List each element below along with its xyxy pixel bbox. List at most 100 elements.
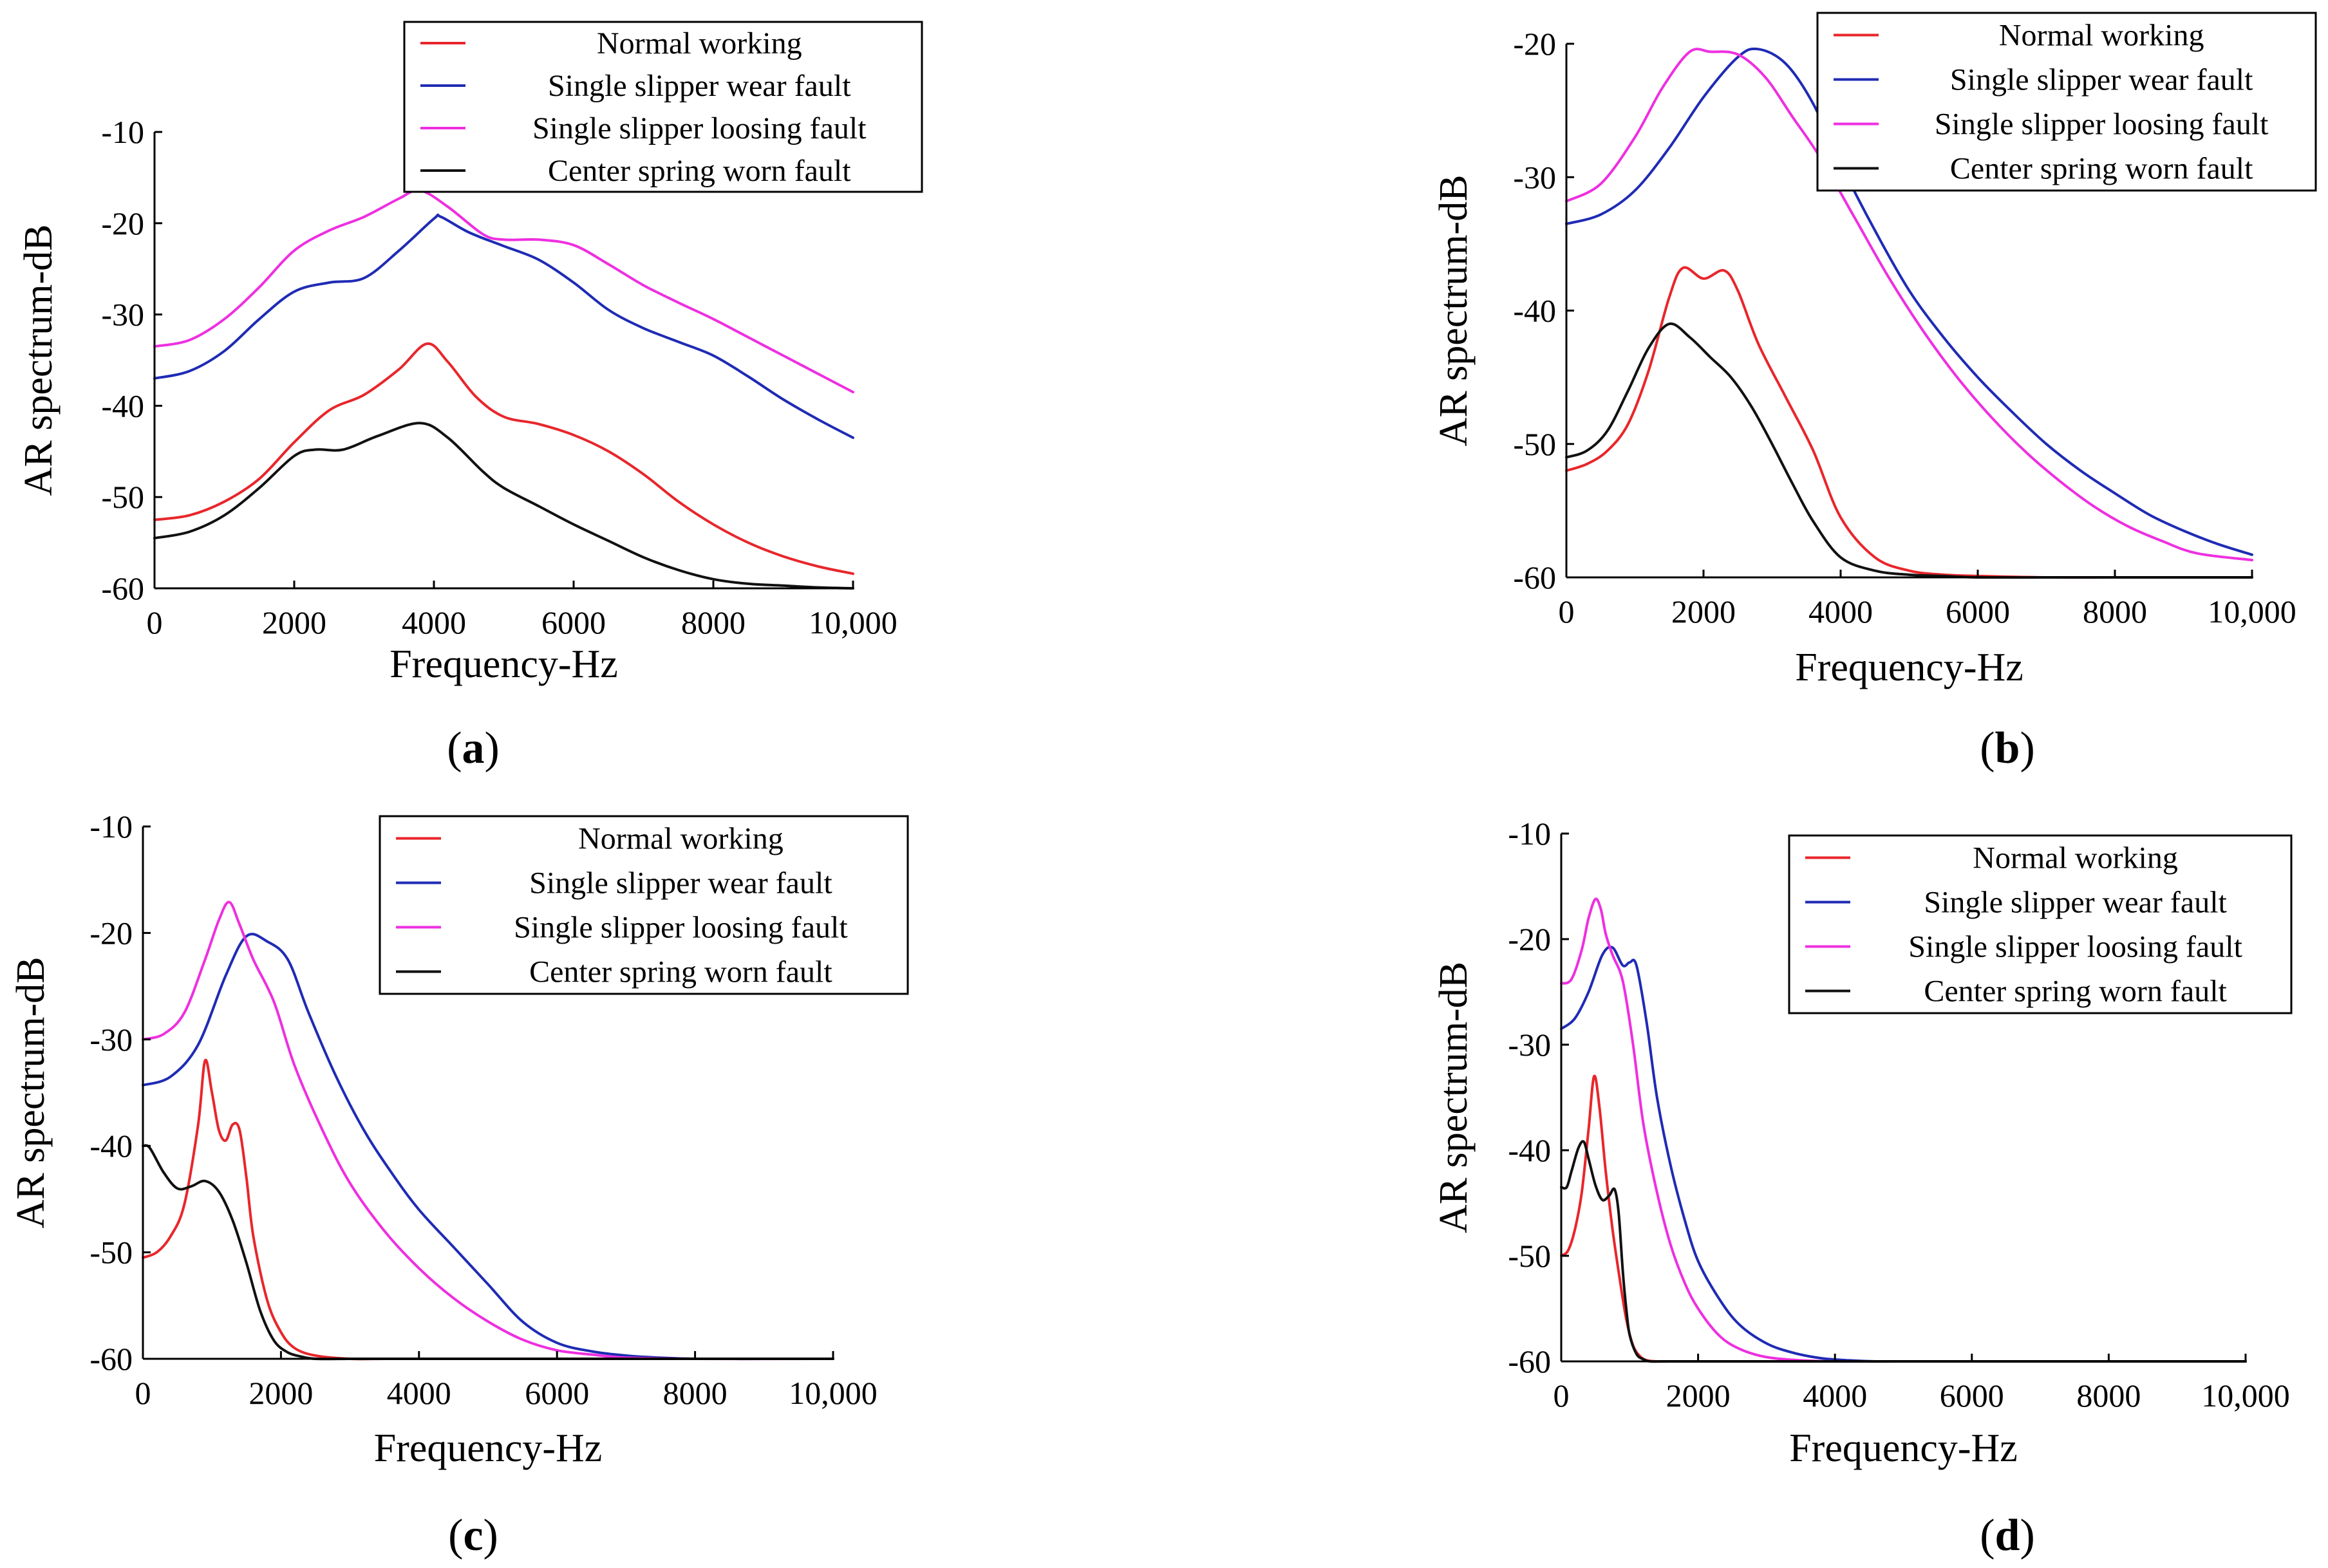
chart-a-legend: Normal working Single slipper wear fault S… bbox=[403, 21, 923, 193]
chart-b-y-tick-label: -20 bbox=[1513, 26, 1556, 62]
chart-a-y-tick-label: -30 bbox=[101, 297, 144, 333]
chart-d-y-axis-label: AR spectrum-dB bbox=[1432, 962, 1476, 1233]
chart-a-legend-box bbox=[403, 21, 923, 193]
chart-b-x-tick-label: 6000 bbox=[1946, 593, 2010, 630]
chart-b-x-tick-label: 2000 bbox=[1671, 593, 1736, 630]
chart-c-y-tick-label: -60 bbox=[89, 1341, 133, 1377]
chart-c-panel-label: (c) bbox=[448, 1511, 498, 1560]
chart-a-legend-label-0: Normal working bbox=[597, 26, 802, 61]
chart-d-y-tick-label: -20 bbox=[1508, 921, 1551, 957]
chart-b-series-line-1 bbox=[1565, 47, 2253, 556]
chart-c-x-tick-label: 8000 bbox=[663, 1375, 727, 1411]
chart-c-y-tick-label: -10 bbox=[89, 808, 133, 845]
chart-d-axes: -60 -50 -40 -30 -20 -10 0 2000 4000 6000 8000 10,00… bbox=[1432, 816, 2290, 1470]
chart-a-panel-label: (a) bbox=[447, 723, 500, 773]
chart-c-x-tick-label: 10,000 bbox=[789, 1375, 878, 1411]
chart-a-y-tick-label: -20 bbox=[101, 205, 144, 241]
chart-c-x-tick-label: 6000 bbox=[525, 1375, 589, 1411]
chart-a-x-axis-label: Frequency-Hz bbox=[390, 642, 618, 686]
chart-d-legend-label-2: Single slipper loosing fault bbox=[1908, 930, 2242, 964]
chart-c-y-tick-label: -20 bbox=[89, 915, 133, 951]
chart-d-x-tick-label: 2000 bbox=[1666, 1377, 1731, 1414]
chart-d-legend-label-1: Single slipper wear fault bbox=[1924, 886, 2227, 920]
chart-a: -60 -50 -40 -30 -20 -10 0 2000 4000 6000 8000 10,00… bbox=[17, 21, 923, 773]
chart-c-y-tick-label: -40 bbox=[89, 1128, 133, 1164]
chart-c-legend-label-0: Normal working bbox=[578, 822, 784, 856]
chart-c-x-tick-label: 4000 bbox=[387, 1375, 451, 1411]
chart-d-series-line-3 bbox=[1560, 1140, 2247, 1363]
chart-d-legend-label-0: Normal working bbox=[1973, 841, 2178, 875]
chart-d-y-tick-label: -50 bbox=[1508, 1238, 1551, 1274]
chart-a-legend-label-2: Single slipper loosing fault bbox=[532, 111, 867, 145]
chart-c-x-tick-label: 2000 bbox=[249, 1375, 313, 1411]
chart-d-y-tick-label: -30 bbox=[1508, 1027, 1551, 1063]
chart-b-series-line-0 bbox=[1565, 266, 2253, 579]
chart-a-x-tick-label: 6000 bbox=[541, 604, 606, 640]
chart-a-legend-label-3: Center spring worn fault bbox=[548, 154, 851, 188]
chart-d-y-tick-label: -60 bbox=[1508, 1343, 1551, 1379]
chart-d: -60 -50 -40 -30 -20 -10 0 2000 4000 6000 8000 10,00… bbox=[1432, 816, 2293, 1560]
chart-b-axes: -60 -50 -40 -30 -20 0 2000 4000 6000 8000 10,000 Fr… bbox=[1432, 26, 2296, 689]
chart-a-x-tick-label: 8000 bbox=[681, 604, 746, 640]
chart-a-y-tick-label: -50 bbox=[101, 479, 144, 515]
chart-b-x-axis-label: Frequency-Hz bbox=[1795, 646, 2023, 689]
chart-c-y-axis-label: AR spectrum-dB bbox=[9, 957, 53, 1229]
chart-b-panel-label: (b) bbox=[1980, 723, 2035, 773]
chart-b-y-tick-label: -50 bbox=[1513, 426, 1556, 462]
chart-a-series-line-1 bbox=[153, 213, 854, 439]
chart-d-x-tick-label: 0 bbox=[1554, 1377, 1570, 1414]
chart-b-legend-box bbox=[1816, 12, 2317, 192]
chart-d-x-tick-label: 4000 bbox=[1803, 1377, 1867, 1414]
chart-a-y-tick-label: -60 bbox=[101, 570, 144, 606]
chart-a-series-group bbox=[153, 189, 854, 590]
chart-a-series-line-3 bbox=[153, 422, 854, 590]
chart-a-y-tick-label: -10 bbox=[101, 114, 144, 150]
chart-d-legend-label-3: Center spring worn fault bbox=[1924, 975, 2227, 1009]
chart-c-x-tick-label: 0 bbox=[135, 1375, 151, 1411]
chart-b-x-tick-label: 4000 bbox=[1808, 593, 1873, 630]
chart-c-legend-label-3: Center spring worn fault bbox=[529, 955, 832, 989]
chart-a-legend-label-1: Single slipper wear fault bbox=[548, 69, 851, 103]
chart-a-y-tick-label: -40 bbox=[101, 387, 144, 424]
chart-d-y-tick-label: -10 bbox=[1508, 816, 1551, 852]
chart-d-x-axis-label: Frequency-Hz bbox=[1789, 1426, 2018, 1470]
chart-c-y-tick-label: -30 bbox=[89, 1022, 133, 1058]
chart-b-x-tick-label: 10,000 bbox=[2208, 593, 2296, 630]
chart-c-series-line-0 bbox=[142, 1058, 834, 1361]
chart-b-y-tick-label: -60 bbox=[1513, 559, 1556, 595]
chart-a-axes: -60 -50 -40 -30 -20 -10 0 2000 4000 6000 8000 10,00… bbox=[17, 114, 897, 686]
chart-c-x-axis-label: Frequency-Hz bbox=[374, 1426, 603, 1470]
chart-b: -60 -50 -40 -30 -20 0 2000 4000 6000 8000 10,000 Fr… bbox=[1432, 12, 2317, 773]
chart-b-x-tick-label: 0 bbox=[1559, 593, 1575, 630]
chart-c: -60 -50 -40 -30 -20 -10 0 2000 4000 6000 8000 10,00… bbox=[9, 808, 909, 1560]
chart-a-x-tick-label: 10,000 bbox=[809, 604, 897, 640]
chart-b-series-line-2 bbox=[1565, 48, 2253, 562]
chart-b-legend-label-0: Normal working bbox=[1999, 19, 2204, 53]
chart-d-panel-label: (d) bbox=[1980, 1511, 2035, 1560]
chart-b-y-axis-label: AR spectrum-dB bbox=[1432, 175, 1476, 447]
chart-b-y-tick-label: -40 bbox=[1513, 293, 1556, 329]
chart-c-legend-box bbox=[379, 815, 909, 995]
chart-d-x-tick-label: 8000 bbox=[2076, 1377, 2141, 1414]
chart-a-x-tick-label: 4000 bbox=[402, 604, 466, 640]
chart-d-legend-box bbox=[1788, 834, 2293, 1014]
chart-b-x-tick-label: 8000 bbox=[2083, 593, 2147, 630]
chart-a-x-tick-label: 0 bbox=[147, 604, 163, 640]
chart-a-series-line-2 bbox=[153, 189, 854, 394]
chart-c-y-tick-label: -50 bbox=[89, 1235, 133, 1271]
chart-d-y-tick-label: -40 bbox=[1508, 1132, 1551, 1168]
chart-c-series-line-2 bbox=[142, 901, 834, 1361]
chart-c-legend: Normal working Single slipper wear fault S… bbox=[379, 815, 909, 995]
chart-b-series-line-3 bbox=[1565, 322, 2253, 579]
chart-c-legend-label-2: Single slipper loosing fault bbox=[514, 911, 848, 945]
chart-b-legend-label-2: Single slipper loosing fault bbox=[1935, 107, 2269, 142]
chart-b-legend: Normal working Single slipper wear fault S… bbox=[1816, 12, 2317, 192]
chart-c-legend-label-1: Single slipper wear fault bbox=[529, 866, 832, 901]
chart-b-legend-label-1: Single slipper wear fault bbox=[1950, 63, 2253, 97]
chart-b-legend-label-3: Center spring worn fault bbox=[1950, 152, 2253, 186]
chart-c-series-line-1 bbox=[142, 933, 834, 1361]
chart-b-y-tick-label: -30 bbox=[1513, 159, 1556, 195]
chart-a-y-axis-label: AR spectrum-dB bbox=[17, 225, 61, 496]
chart-d-x-tick-label: 10,000 bbox=[2201, 1377, 2290, 1414]
chart-a-series-line-0 bbox=[153, 342, 854, 575]
